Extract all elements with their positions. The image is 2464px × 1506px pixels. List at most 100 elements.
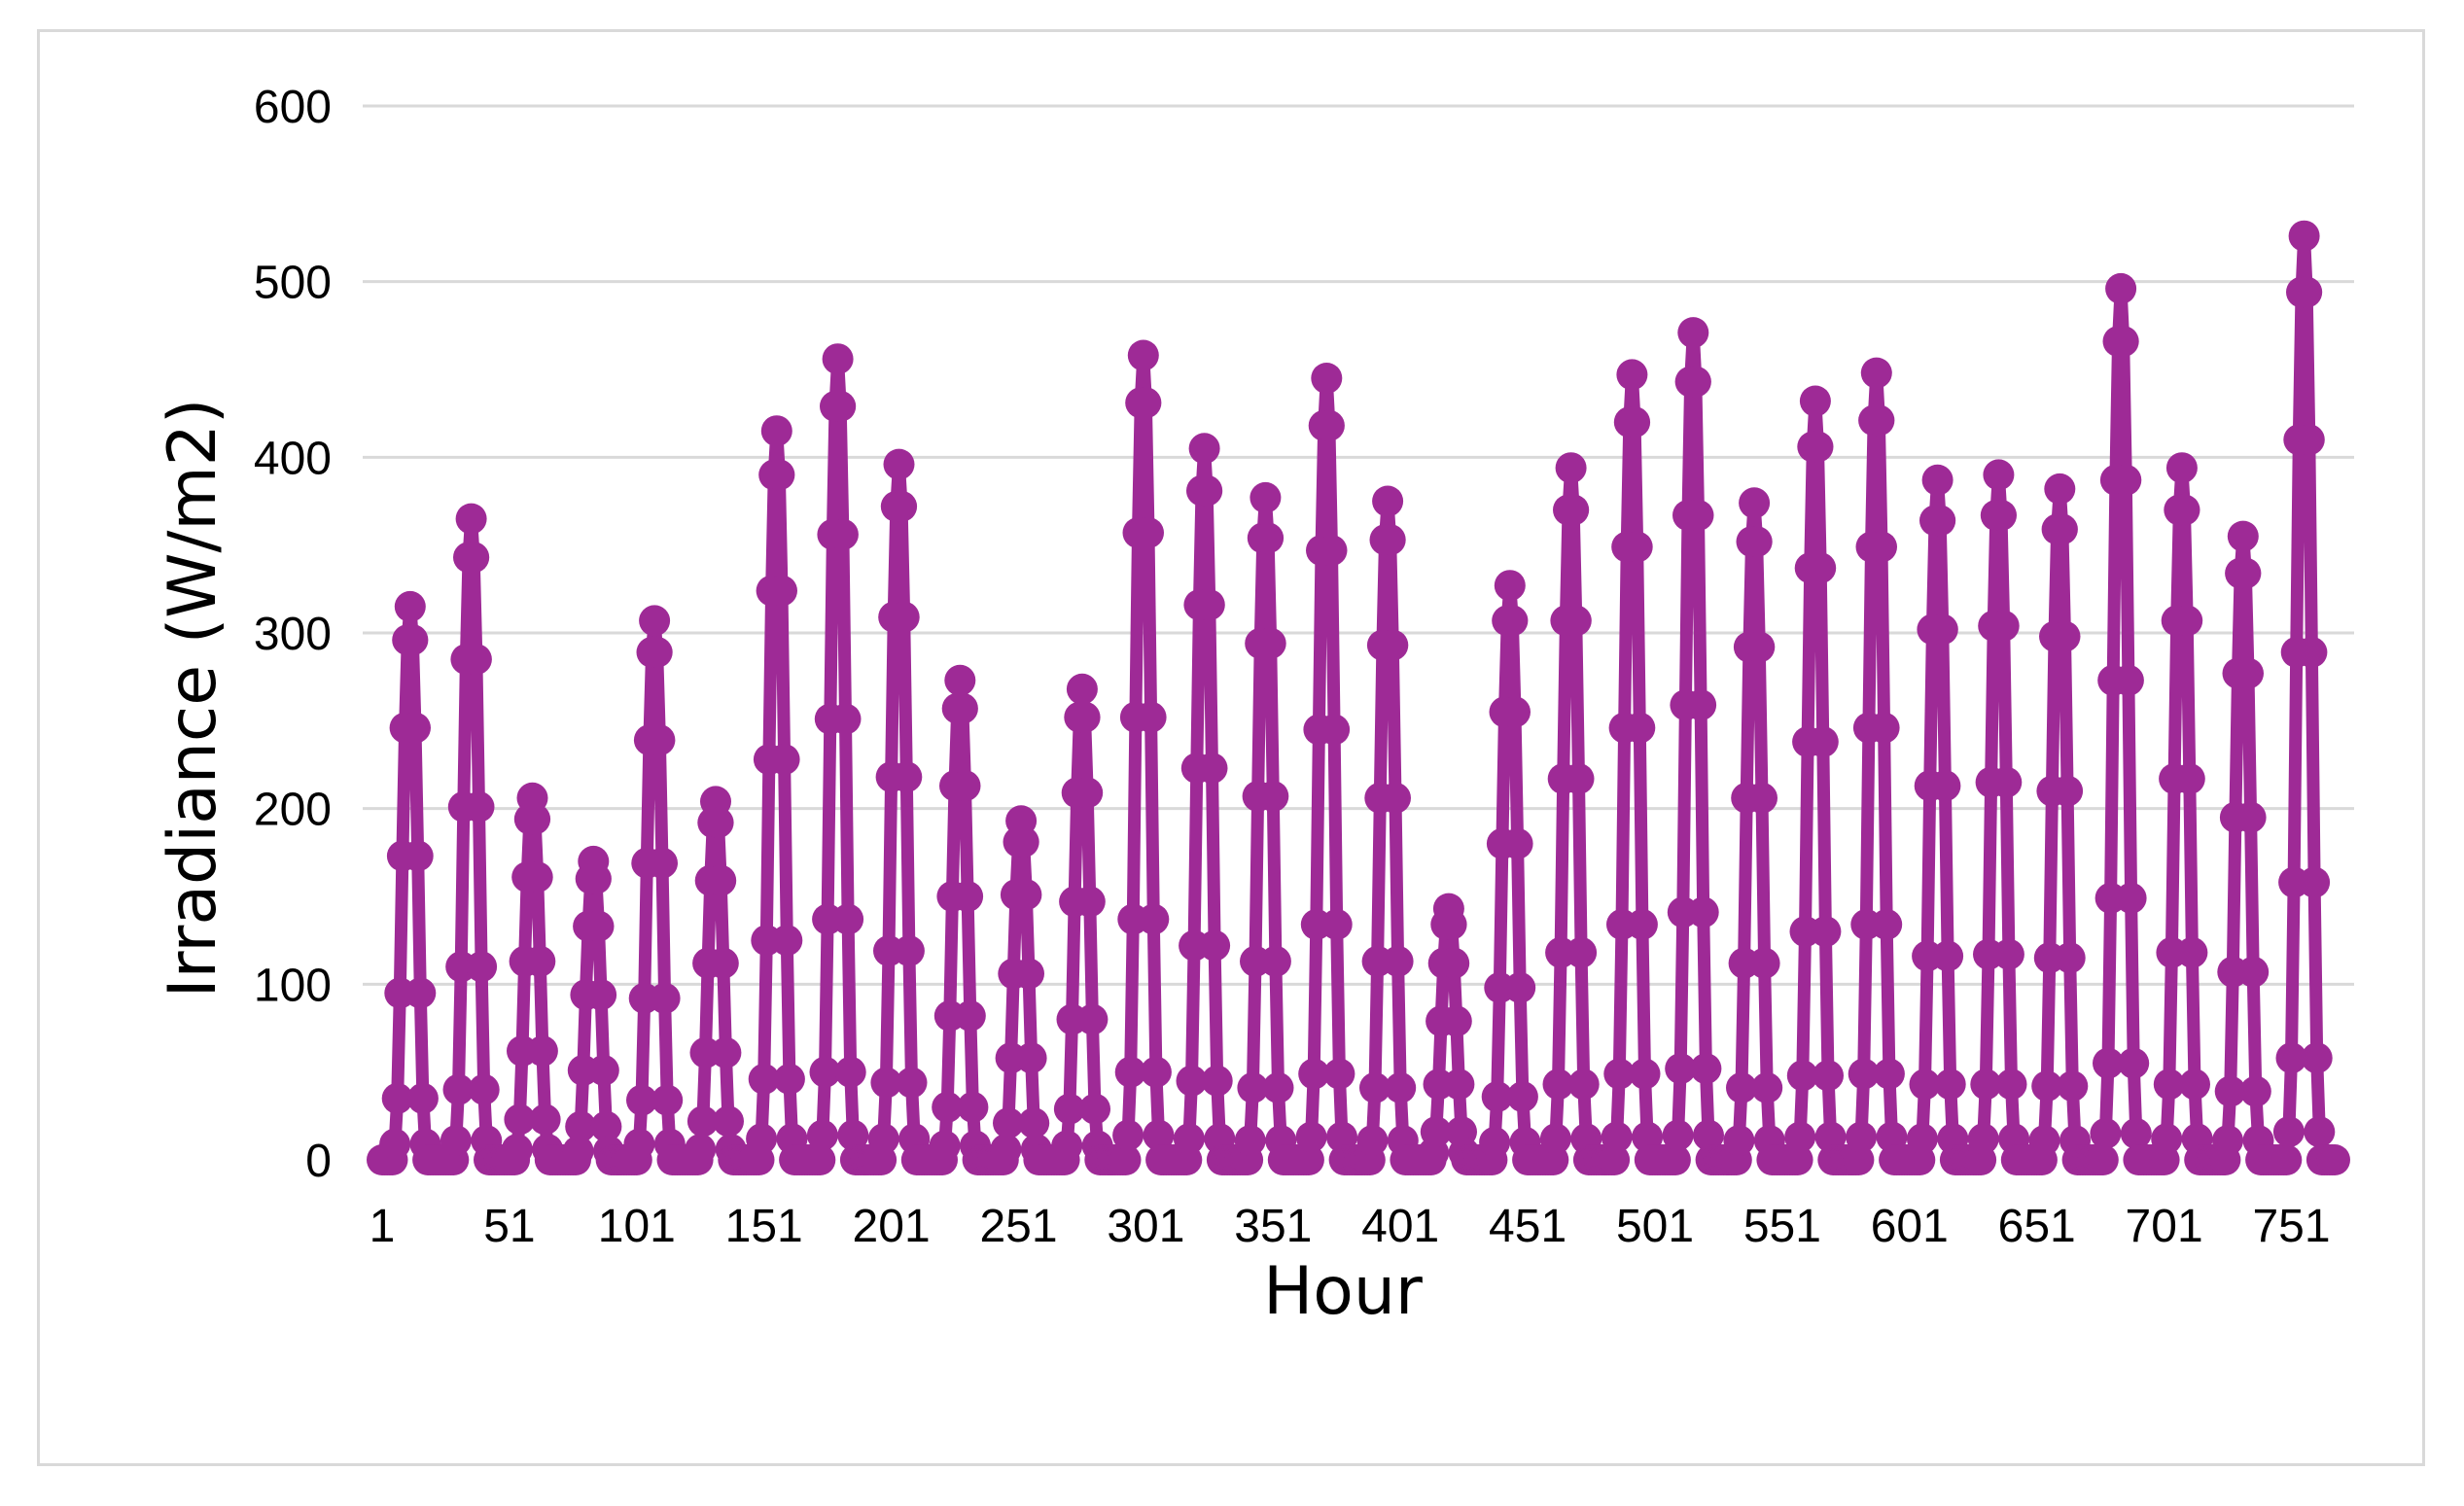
data-point bbox=[1176, 1065, 1208, 1097]
data-point bbox=[2110, 464, 2142, 496]
data-point bbox=[2151, 1123, 2183, 1155]
data-point bbox=[394, 590, 426, 622]
data-point bbox=[2288, 220, 2320, 252]
data-point bbox=[1743, 631, 1776, 663]
data-point bbox=[1359, 1071, 1390, 1103]
y-tick-label: 100 bbox=[254, 960, 332, 1011]
data-point bbox=[1257, 781, 1289, 812]
data-point bbox=[1372, 485, 1404, 517]
data-point bbox=[1679, 366, 1711, 398]
data-point bbox=[1311, 363, 1343, 394]
data-point bbox=[1380, 782, 1411, 814]
data-point bbox=[2299, 866, 2331, 898]
data-point bbox=[2235, 801, 2267, 833]
data-point bbox=[468, 1073, 500, 1105]
data-point bbox=[1539, 1123, 1571, 1155]
data-point bbox=[1784, 1121, 1816, 1153]
data-point bbox=[822, 343, 854, 375]
x-tick-label: 501 bbox=[1616, 1201, 1694, 1252]
data-point bbox=[993, 1107, 1024, 1139]
data-point bbox=[2049, 620, 2081, 652]
data-point bbox=[806, 1119, 838, 1151]
data-point bbox=[1385, 1071, 1417, 1103]
data-point bbox=[1921, 464, 1954, 496]
data-point bbox=[466, 951, 498, 983]
data-point bbox=[2233, 657, 2264, 689]
data-point bbox=[1191, 474, 1223, 507]
x-tick-label: 451 bbox=[1489, 1201, 1566, 1252]
data-point bbox=[702, 807, 734, 839]
data-point bbox=[2057, 1070, 2089, 1103]
x-tick-label: 51 bbox=[483, 1201, 535, 1252]
data-point bbox=[2272, 1116, 2305, 1148]
data-point bbox=[2319, 1144, 2350, 1175]
data-point bbox=[1506, 1081, 1538, 1112]
data-point bbox=[2270, 1144, 2303, 1175]
data-point bbox=[1109, 1144, 1142, 1175]
data-point bbox=[1501, 827, 1533, 859]
data-point bbox=[825, 390, 857, 422]
data-point bbox=[1799, 385, 1831, 417]
data-point bbox=[952, 881, 984, 912]
data-point bbox=[1802, 431, 1834, 463]
data-point bbox=[944, 664, 976, 696]
data-point bbox=[1621, 531, 1653, 563]
data-point bbox=[2179, 1068, 2210, 1101]
y-tick-label: 500 bbox=[254, 258, 332, 309]
data-point bbox=[2304, 1116, 2336, 1148]
series-line bbox=[378, 229, 2339, 1167]
data-point bbox=[1481, 1081, 1513, 1112]
data-point bbox=[590, 1110, 622, 1142]
data-point bbox=[1201, 1065, 1233, 1097]
data-point bbox=[458, 542, 490, 574]
data-point bbox=[1934, 1068, 1966, 1101]
data-point bbox=[649, 982, 681, 1014]
data-point bbox=[1435, 908, 1467, 940]
data-point bbox=[639, 605, 671, 637]
data-point bbox=[686, 1105, 719, 1138]
data-point bbox=[1069, 701, 1101, 733]
data-point bbox=[1252, 522, 1285, 554]
data-point bbox=[1250, 481, 1282, 513]
data-point bbox=[1130, 387, 1162, 419]
data-point bbox=[760, 415, 792, 447]
data-point bbox=[773, 1063, 805, 1095]
data-point bbox=[2214, 1075, 2246, 1107]
data-point bbox=[827, 518, 859, 550]
data-point bbox=[886, 490, 918, 522]
x-tick-label: 251 bbox=[979, 1201, 1057, 1252]
data-point bbox=[954, 999, 986, 1032]
data-point bbox=[883, 448, 915, 480]
data-point bbox=[746, 1123, 778, 1155]
data-point bbox=[1563, 763, 1595, 794]
data-point bbox=[1988, 610, 2020, 642]
data-point bbox=[647, 847, 678, 879]
data-point bbox=[1932, 940, 1964, 972]
data-point bbox=[1010, 879, 1042, 911]
data-point bbox=[651, 1084, 684, 1116]
data-point bbox=[771, 925, 803, 957]
data-point bbox=[834, 1056, 866, 1088]
data-point bbox=[1079, 1093, 1110, 1125]
data-point bbox=[763, 459, 795, 491]
data-point bbox=[2275, 1042, 2307, 1074]
data-point bbox=[870, 1067, 902, 1099]
data-point bbox=[1254, 627, 1286, 659]
data-point bbox=[768, 744, 800, 776]
data-point bbox=[1420, 1116, 1452, 1148]
data-point bbox=[1504, 971, 1536, 1003]
data-point bbox=[519, 803, 551, 835]
x-tick-label: 701 bbox=[2126, 1201, 2203, 1252]
data-point bbox=[1499, 696, 1531, 728]
x-tick-label: 751 bbox=[2252, 1201, 2330, 1252]
data-point bbox=[1234, 1125, 1266, 1157]
data-point bbox=[2230, 557, 2262, 589]
x-tick-label: 351 bbox=[1234, 1201, 1312, 1252]
data-point bbox=[1196, 753, 1228, 785]
data-point bbox=[1693, 1119, 1724, 1151]
data-point bbox=[1074, 886, 1106, 918]
data-point bbox=[1193, 589, 1225, 621]
irradiance-series bbox=[367, 220, 2350, 1175]
data-point bbox=[2176, 936, 2208, 968]
